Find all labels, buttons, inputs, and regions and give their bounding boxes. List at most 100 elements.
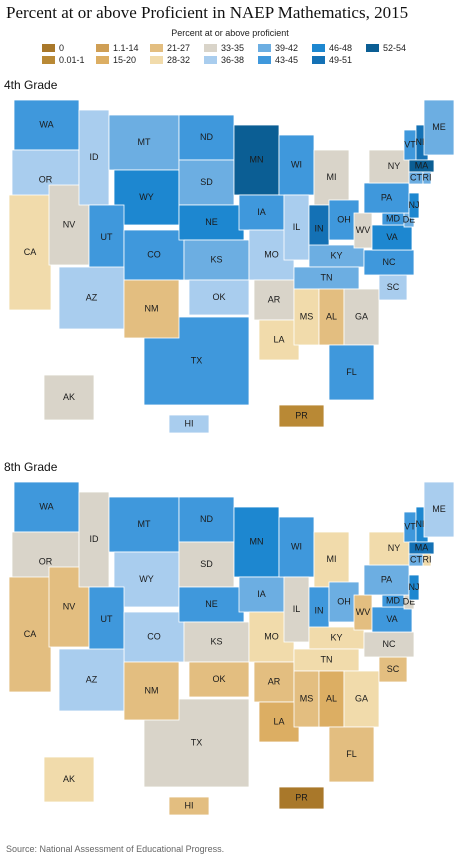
state (423, 99, 455, 156)
state (113, 169, 180, 226)
state (123, 611, 185, 663)
state-label: ND (200, 132, 213, 142)
state (278, 516, 315, 578)
state (188, 661, 250, 698)
state-label: MO (264, 249, 279, 259)
state-label: NJ (409, 582, 420, 592)
state (318, 670, 345, 728)
state-label: IN (315, 605, 324, 615)
state-label: IL (293, 604, 301, 614)
state-label: TN (321, 654, 333, 664)
state (408, 574, 420, 601)
state (43, 374, 95, 421)
state-label: WA (39, 119, 53, 129)
legend-swatch (42, 44, 55, 52)
state (123, 279, 180, 339)
state-label: NM (145, 685, 159, 695)
state-label: RI (423, 172, 432, 182)
legend-swatch (96, 56, 109, 64)
state-label: NV (63, 219, 76, 229)
legend-swatch (204, 44, 217, 52)
state-label: OR (39, 174, 53, 184)
state-label: KS (210, 254, 222, 264)
state-label: ND (200, 514, 213, 524)
state-label: OK (212, 674, 225, 684)
legend-label: 43-45 (275, 55, 298, 65)
state-label: VT (404, 139, 416, 149)
legend-swatch (366, 44, 379, 52)
state-label: NH (416, 519, 429, 529)
state-label: SD (200, 559, 213, 569)
legend-label: 46-48 (329, 43, 352, 53)
state-label: IA (257, 207, 266, 217)
state-label: SC (387, 664, 400, 674)
title: Percent at or above Proficient in NAEP M… (6, 3, 408, 22)
state-label: ME (432, 504, 446, 514)
state (258, 701, 300, 743)
state (123, 661, 180, 721)
state-label: DE (403, 596, 416, 606)
legend-label: 28-32 (167, 55, 190, 65)
state-label: VA (386, 614, 397, 624)
legend-swatch (150, 44, 163, 52)
state (168, 414, 210, 434)
legend-swatch (42, 56, 55, 64)
state (178, 586, 245, 623)
state-label: OR (39, 556, 53, 566)
state (313, 531, 350, 588)
state-label: ID (90, 534, 100, 544)
legend-label: 39-42 (275, 43, 298, 53)
state-label: WV (356, 607, 371, 617)
state-label: OH (337, 596, 351, 606)
state (178, 159, 235, 206)
state-label: KY (330, 632, 342, 642)
legend-title: Percent at or above proficient (171, 28, 289, 38)
state (363, 564, 410, 596)
state (178, 496, 235, 543)
legend-swatch (312, 56, 325, 64)
state-label: NY (388, 161, 401, 171)
state (318, 288, 345, 346)
state-label: AL (326, 693, 337, 703)
state (233, 506, 280, 578)
state (422, 171, 432, 185)
state-label: KY (330, 250, 342, 260)
state-label: VT (404, 521, 416, 531)
state-label: OK (212, 292, 225, 302)
state-label: MN (250, 536, 264, 546)
state-label: MO (264, 631, 279, 641)
state-label: VA (386, 232, 397, 242)
state (58, 266, 125, 330)
state-label: ID (90, 152, 100, 162)
state-label: MS (300, 693, 314, 703)
legend-label: 33-35 (221, 43, 244, 53)
state-label: MI (327, 172, 337, 182)
state-label: WI (291, 159, 302, 169)
state-label: OH (337, 214, 351, 224)
state (168, 796, 210, 816)
state-label: AK (63, 392, 75, 402)
state-label: CO (147, 631, 161, 641)
legend-label: 0.01-1 (59, 55, 85, 65)
state-label: ME (432, 122, 446, 132)
state (423, 481, 455, 538)
state-label: TX (191, 737, 203, 747)
state (278, 404, 325, 428)
state-label: AL (326, 311, 337, 321)
state-label: MD (386, 213, 400, 223)
state (8, 576, 52, 693)
state-label: LA (273, 334, 284, 344)
legend-label: 21-27 (167, 43, 190, 53)
state-label: NE (205, 217, 218, 227)
state-label: NC (383, 257, 396, 267)
map-title: 4th Grade (4, 78, 58, 92)
state-label: NH (416, 137, 429, 147)
legend-label: 0 (59, 43, 64, 53)
state (108, 114, 180, 171)
state-label: GA (355, 693, 368, 703)
state-label: MA (415, 160, 429, 170)
state (58, 648, 125, 712)
state-label: SC (387, 282, 400, 292)
state (278, 134, 315, 196)
state-label: TN (321, 272, 333, 282)
